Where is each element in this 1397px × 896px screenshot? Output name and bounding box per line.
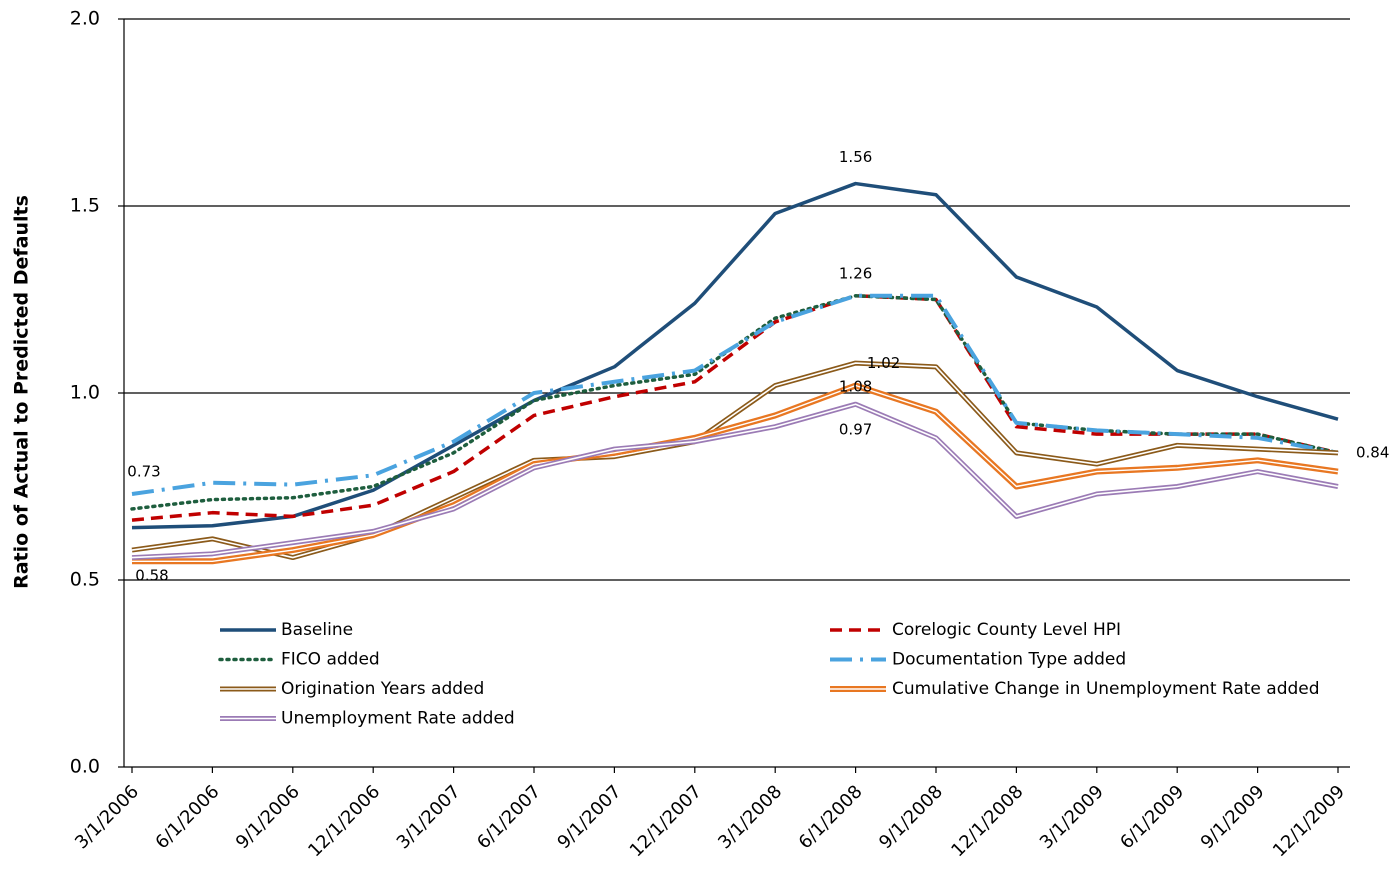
x-tick-label: 9/1/2008 — [875, 781, 947, 853]
data-label: 0.84 — [1356, 443, 1389, 461]
legend-label: Corelogic County Level HPI — [892, 620, 1121, 640]
x-tick-label: 12/1/2007 — [626, 781, 706, 861]
legend-label: Documentation Type added — [892, 650, 1126, 670]
series-line-inner — [131, 403, 1339, 559]
data-label: 1.56 — [839, 148, 872, 166]
series-line-inner — [132, 384, 1339, 562]
data-label: 0.58 — [135, 567, 168, 585]
x-tick-label: 12/1/2008 — [947, 781, 1027, 861]
y-tick-label: 2.0 — [70, 8, 100, 30]
legend-label: FICO added — [281, 650, 380, 670]
x-tick-label: 12/1/2006 — [304, 781, 384, 861]
legend-label: Origination Years added — [281, 679, 484, 699]
x-tick-label: 9/1/2007 — [553, 781, 625, 853]
series-line-inner — [131, 362, 1339, 559]
x-tick-label: 6/1/2006 — [151, 781, 223, 853]
series-line — [131, 181, 1339, 530]
y-tick-label: 0.0 — [70, 756, 100, 778]
series-line — [131, 293, 1339, 496]
data-label: 1.08 — [839, 378, 872, 396]
x-tick-label: 6/1/2009 — [1116, 781, 1188, 853]
data-label: 1.26 — [839, 264, 872, 282]
legend-label: Baseline — [281, 620, 353, 640]
x-tick-label: 3/1/2006 — [71, 781, 143, 853]
y-axis-label: Ratio of Actual to Predicted Defaults — [11, 195, 33, 589]
data-label: 0.97 — [839, 421, 872, 439]
y-tick-label: 0.5 — [70, 569, 100, 591]
y-tick-label: 1.0 — [70, 382, 100, 404]
x-tick-label: 3/1/2009 — [1036, 781, 1108, 853]
x-tick-label: 3/1/2007 — [393, 781, 465, 853]
x-tick-label: 3/1/2008 — [714, 781, 786, 853]
x-tick-label: 6/1/2008 — [795, 781, 867, 853]
data-label: 0.73 — [127, 462, 160, 480]
x-tick-label: 9/1/2006 — [232, 781, 304, 853]
x-tick-label: 9/1/2009 — [1197, 781, 1269, 853]
series-line — [131, 360, 1339, 561]
legend-label: Unemployment Rate added — [281, 709, 515, 729]
data-label: 1.02 — [867, 354, 900, 372]
x-tick-label: 12/1/2009 — [1269, 781, 1349, 861]
series-line — [130, 294, 1340, 511]
legend-label: Cumulative Change in Unemployment Rate a… — [892, 679, 1320, 699]
y-tick-label: 1.5 — [70, 195, 100, 217]
x-tick-label: 6/1/2007 — [473, 781, 545, 853]
